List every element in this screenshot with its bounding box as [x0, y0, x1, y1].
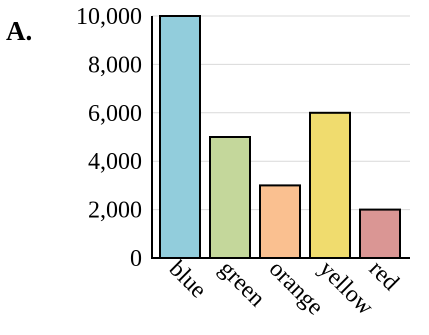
y-tick-label-3: 6,000: [88, 101, 142, 127]
y-tick-label-2: 4,000: [88, 149, 142, 175]
panel-label: A.: [6, 16, 32, 46]
x-category-label-yellow: yellow: [314, 256, 379, 321]
x-category-label-green: green: [214, 256, 270, 312]
bar-blue: [159, 15, 201, 259]
x-category-label-blue: blue: [164, 256, 212, 304]
axes: [151, 16, 410, 259]
bar-red: [359, 208, 401, 260]
bar-green: [209, 136, 251, 259]
y-tick-label-1: 2,000: [88, 198, 142, 224]
bars: [159, 15, 401, 260]
x-category-label-orange: orange: [264, 256, 329, 321]
y-tick-label-4: 8,000: [88, 52, 142, 78]
y-tick-label-0: 0: [130, 246, 142, 272]
y-tick-labels: 0 2,000 4,000 6,000 8,000 10,000: [76, 4, 142, 272]
bar-orange: [259, 184, 301, 259]
bar-yellow: [309, 111, 351, 259]
y-tick-label-5: 10,000: [76, 4, 142, 30]
x-category-label-red: red: [364, 256, 404, 296]
